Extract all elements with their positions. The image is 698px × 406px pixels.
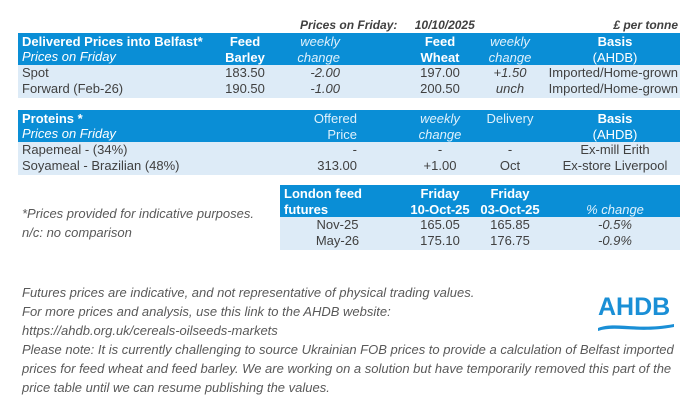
percent-change: -0.9% — [598, 233, 632, 248]
proteins-table-header — [18, 110, 680, 142]
prices-date-label: Prices on Friday: 10/10/2025 — [300, 18, 475, 32]
barley-change: -2.00 — [310, 65, 340, 80]
row-label: Forward (Feb-26) — [22, 81, 124, 96]
footnote-indicative: *Prices provided for indicative purposes… — [22, 206, 254, 221]
basis: Ex-mill Erith — [580, 142, 650, 157]
delivery: - — [507, 142, 513, 157]
row-label: Rapemeal - (34%) — [22, 142, 128, 157]
wheat-change: unch — [495, 81, 525, 96]
col-barley-weekly-change: weekly change — [297, 34, 340, 65]
col-proteins-basis: Basis (AHDB) — [592, 111, 638, 142]
futures-title: London feed futures — [284, 186, 362, 217]
report-date: 10/10/2025 — [414, 18, 475, 32]
col-delivery: Delivery — [486, 111, 534, 126]
futures-rows-bg — [280, 217, 680, 250]
delivery: Oct — [499, 158, 521, 173]
basis: Ex-store Liverpool — [562, 158, 668, 173]
please-note-line-2: prices for feed wheat and feed barley. W… — [22, 361, 672, 376]
previous-price: 165.85 — [490, 217, 530, 232]
prices-on-friday-label: Prices on Friday: — [300, 18, 398, 32]
col-feed-barley: Feed Barley — [225, 34, 265, 65]
footnote-no-comparison: n/c: no comparison — [22, 225, 132, 240]
proteins-rows-bg — [18, 142, 680, 175]
wheat-price: 197.00 — [420, 65, 460, 80]
barley-change: -1.00 — [310, 81, 340, 96]
contract-month: Nov-25 — [316, 217, 359, 232]
delivered-table-title: Delivered Prices into Belfast* — [22, 34, 203, 49]
row-label: Spot — [22, 65, 49, 80]
weekly-change: - — [437, 142, 443, 157]
ahdb-markets-link[interactable]: https://ahdb.org.uk/cereals-oilseeds-mar… — [22, 323, 278, 338]
col-percent-change: % change — [586, 202, 644, 217]
col-basis: Basis (AHDB) — [592, 34, 638, 65]
delivered-table-header — [18, 33, 680, 65]
delivered-table-subtitle: Prices on Friday — [22, 49, 116, 64]
row-label: Soyameal - Brazilian (48%) — [22, 158, 180, 173]
proteins-table-title: Proteins * — [22, 111, 83, 126]
offered-price: - — [352, 142, 357, 157]
more-prices-text: For more prices and analysis, use this l… — [22, 304, 391, 319]
current-price: 165.05 — [420, 217, 460, 232]
wheat-price: 200.50 — [420, 81, 460, 96]
col-current-friday: Friday 10-Oct-25 — [410, 186, 470, 217]
col-previous-friday: Friday 03-Oct-25 — [480, 186, 540, 217]
col-proteins-weekly-change: weekly change — [418, 111, 462, 142]
barley-price: 183.50 — [225, 65, 265, 80]
weekly-change: +1.00 — [423, 158, 457, 173]
unit-label: £ per tonne — [613, 18, 678, 32]
please-note-line-1: Please note: It is currently challenging… — [22, 342, 674, 357]
previous-price: 176.75 — [490, 233, 530, 248]
col-wheat-weekly-change: weekly change — [488, 34, 532, 65]
wave-icon — [598, 324, 674, 331]
wheat-change: +1.50 — [493, 65, 527, 80]
ahdb-logo-text: AHDB — [598, 293, 671, 321]
ahdb-logo: AHDB — [596, 293, 676, 333]
basis: Imported/Home-grown — [548, 81, 678, 96]
percent-change: -0.5% — [598, 217, 632, 232]
please-note-line-3: price table until we can resume publishi… — [22, 380, 330, 395]
futures-disclaimer: Futures prices are indicative, and not r… — [22, 285, 475, 300]
futures-table-header — [280, 185, 680, 217]
current-price: 175.10 — [420, 233, 460, 248]
contract-month: May-26 — [315, 233, 360, 248]
basis: Imported/Home-grown — [548, 65, 678, 80]
proteins-table-subtitle: Prices on Friday — [22, 126, 116, 141]
barley-price: 190.50 — [225, 81, 265, 96]
col-feed-wheat: Feed Wheat — [420, 34, 460, 65]
delivered-rows-bg — [18, 65, 680, 98]
col-offered-price: Offered Price — [313, 111, 357, 142]
offered-price: 313.00 — [317, 158, 357, 173]
